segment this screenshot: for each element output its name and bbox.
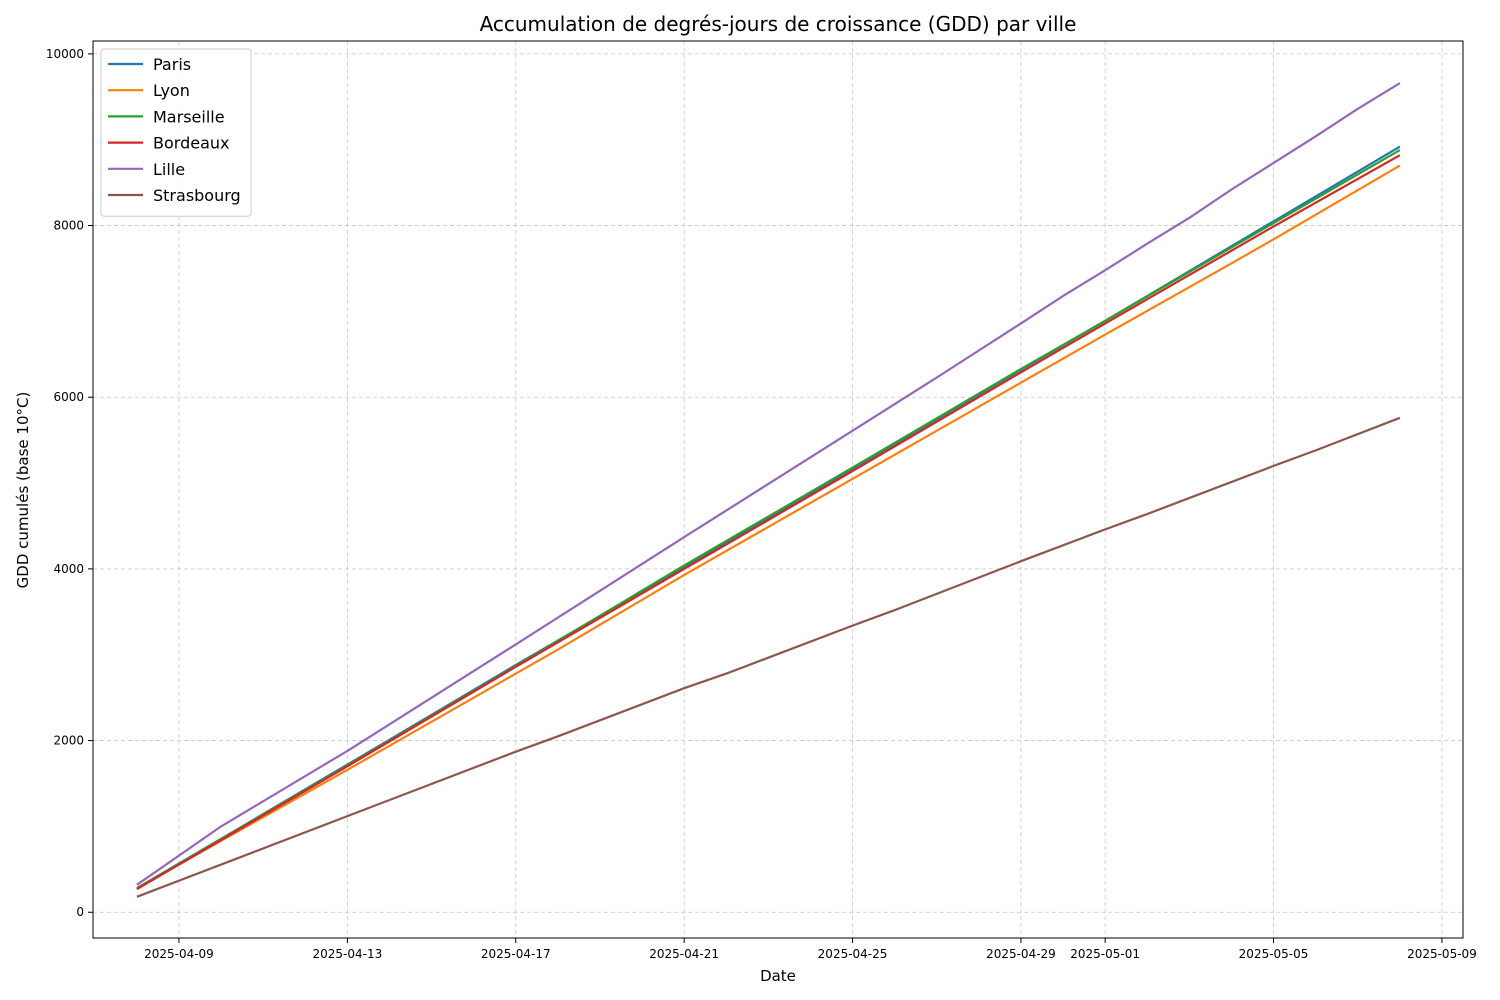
series-line-lyon bbox=[136, 164, 1401, 890]
grid bbox=[93, 41, 1463, 938]
x-tick-label: 2025-04-17 bbox=[481, 947, 551, 961]
y-axis-ticks: 0 2000 4000 6000 8000 10000 bbox=[46, 47, 93, 919]
x-tick-label: 2025-04-29 bbox=[986, 947, 1056, 961]
series-lines bbox=[136, 82, 1401, 898]
legend-label-lille: Lille bbox=[153, 160, 185, 179]
y-tick-label: 4000 bbox=[53, 562, 84, 576]
y-tick-label: 2000 bbox=[53, 734, 84, 748]
series-line-bordeaux bbox=[136, 154, 1401, 891]
x-tick-label: 2025-05-01 bbox=[1070, 947, 1140, 961]
y-tick-label: 10000 bbox=[46, 47, 84, 61]
x-axis-ticks: 2025-04-09 2025-04-13 2025-04-17 2025-04-21… bbox=[144, 938, 1477, 961]
chart-title: Accumulation de degrés-jours de croissan… bbox=[480, 12, 1077, 36]
legend-label-paris: Paris bbox=[153, 55, 191, 74]
legend-label-bordeaux: Bordeaux bbox=[153, 134, 229, 153]
x-tick-label: 2025-04-13 bbox=[312, 947, 382, 961]
x-tick-label: 2025-04-09 bbox=[144, 947, 214, 961]
y-tick-label: 6000 bbox=[53, 390, 84, 404]
x-tick-label: 2025-05-09 bbox=[1407, 947, 1477, 961]
legend-label-strasbourg: Strasbourg bbox=[153, 186, 241, 205]
y-tick-label: 8000 bbox=[53, 219, 84, 233]
series-line-lille bbox=[136, 82, 1401, 886]
legend-label-lyon: Lyon bbox=[153, 81, 190, 100]
plot-area-frame bbox=[92, 40, 1464, 939]
y-axis-title: GDD cumulés (base 10°C) bbox=[14, 392, 32, 589]
y-tick-label: 0 bbox=[76, 905, 84, 919]
x-tick-label: 2025-05-05 bbox=[1239, 947, 1309, 961]
series-line-strasbourg bbox=[136, 416, 1401, 898]
x-tick-label: 2025-04-21 bbox=[649, 947, 719, 961]
x-tick-label: 2025-04-25 bbox=[818, 947, 888, 961]
legend-label-marseille: Marseille bbox=[153, 107, 225, 126]
x-axis-title: Date bbox=[760, 967, 796, 985]
legend: Paris Lyon Marseille Bordeaux Lille Strasbour… bbox=[100, 48, 252, 217]
